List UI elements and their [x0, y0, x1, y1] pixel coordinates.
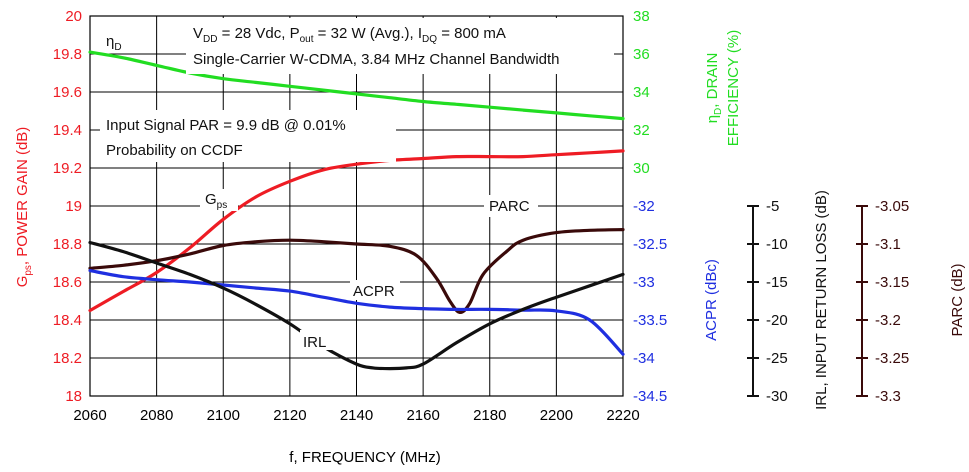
acpr-tick-label: -32 [633, 198, 655, 215]
parc-tick-label: -3.3 [875, 388, 901, 405]
efficiency-line [88, 50, 625, 121]
x-tick-label: 2200 [540, 407, 573, 424]
gps-tick-label: 19.8 [53, 46, 82, 63]
parc-line [88, 228, 625, 315]
parc-tick-label: -3.1 [875, 236, 901, 253]
irl-tick-label: -20 [766, 312, 788, 329]
series-label-parc: PARC [489, 198, 530, 215]
acpr-tick-label: -34.5 [633, 388, 667, 405]
x-tick-label: 2120 [273, 407, 306, 424]
conditions-annotation: VDD = 28 Vdc, Pout = 32 W (Avg.), IDQ = … [186, 18, 614, 74]
x-tick-label: 2100 [207, 407, 240, 424]
series-lines [88, 50, 625, 371]
gps-tick-label: 18.6 [53, 274, 82, 291]
eff-tick-label: 36 [633, 46, 650, 63]
tick-labels: 2060 2080 2100 2120 2140 2160 2180 2200 2220 20 19… [53, 8, 667, 424]
eta-label-bg [100, 28, 136, 52]
series-label-gps: Gps [205, 191, 227, 211]
gps-tick-label: 19.6 [53, 84, 82, 101]
x-tick-label: 2180 [473, 407, 506, 424]
gps-tick-label: 18.8 [53, 236, 82, 253]
irl-axis-title: IRL, INPUT RETURN LOSS (dB) [813, 190, 830, 410]
acpr-tick-label: -32.5 [633, 236, 667, 253]
par-line2: Probability on CCDF [106, 142, 243, 159]
par-annotation: Input Signal PAR = 9.9 dB @ 0.01% Probab… [100, 110, 396, 162]
parc-axis-title: PARC (dB) [949, 263, 966, 336]
right-axes: -5 -10 -15 -20 -25 -30 -3.05 -3.1 -3.15 -3.2 -3.25… [747, 198, 909, 405]
parc-tick-label: -3.05 [875, 198, 909, 215]
acpr-tick-label: -33.5 [633, 312, 667, 329]
eff-axis-title-line1: ηD, DRAIN [704, 53, 724, 124]
irl-tick-label: -5 [766, 198, 779, 215]
conditions-box [186, 18, 614, 74]
series-label-irl: IRL [303, 334, 326, 351]
x-tick-label: 2140 [340, 407, 373, 424]
x-tick-label: 2080 [140, 407, 173, 424]
x-axis-title: f, FREQUENCY (MHz) [289, 449, 440, 466]
gps-label-bg [200, 189, 238, 211]
acpr-label-bg [350, 280, 400, 300]
irl-line [88, 240, 625, 371]
eff-tick-label: 38 [633, 8, 650, 25]
acpr-axis-title: ACPR (dBc) [703, 259, 720, 341]
parc-tick-label: -3.25 [875, 350, 909, 367]
irl-tick-label: -10 [766, 236, 788, 253]
irl-tick-label: -15 [766, 274, 788, 291]
eff-axis-title-line2: EFFICIENCY (%) [725, 30, 742, 146]
conditions-line1: VDD = 28 Vdc, Pout = 32 W (Avg.), IDQ = … [193, 25, 506, 45]
acpr-tick-label: -34 [633, 350, 655, 367]
gps-tick-label: 18.4 [53, 312, 82, 329]
series-label-acpr: ACPR [353, 283, 395, 300]
irl-tick-label: -25 [766, 350, 788, 367]
acpr-tick-label: -33 [633, 274, 655, 291]
series-labels: ηD Gps PARC ACPR IRL [100, 28, 538, 351]
gps-tick-label: 18 [65, 388, 82, 405]
eff-tick-label: 30 [633, 160, 650, 177]
irl-label-bg [300, 330, 332, 350]
x-tick-label: 2060 [73, 407, 106, 424]
gps-tick-label: 19.4 [53, 122, 82, 139]
gps-tick-label: 18.2 [53, 350, 82, 367]
irl-tick-label: -30 [766, 388, 788, 405]
x-tick-label: 2160 [406, 407, 439, 424]
par-line1: Input Signal PAR = 9.9 dB @ 0.01% [106, 117, 346, 134]
eff-tick-label: 34 [633, 84, 650, 101]
series-label-eta: ηD [106, 33, 122, 53]
gps-tick-label: 19 [65, 198, 82, 215]
parc-tick-label: -3.15 [875, 274, 909, 291]
parc-label-bg [484, 195, 538, 217]
eff-tick-label: 32 [633, 122, 650, 139]
gps-tick-label: 20 [65, 8, 82, 25]
gps-axis-title: Gps, POWER GAIN (dB) [14, 127, 34, 288]
par-box [100, 110, 396, 162]
x-tick-label: 2220 [606, 407, 639, 424]
gps-tick-label: 19.2 [53, 160, 82, 177]
conditions-line2: Single-Carrier W-CDMA, 3.84 MHz Channel … [193, 51, 560, 68]
parc-tick-label: -3.2 [875, 312, 901, 329]
acpr-line [88, 269, 625, 356]
